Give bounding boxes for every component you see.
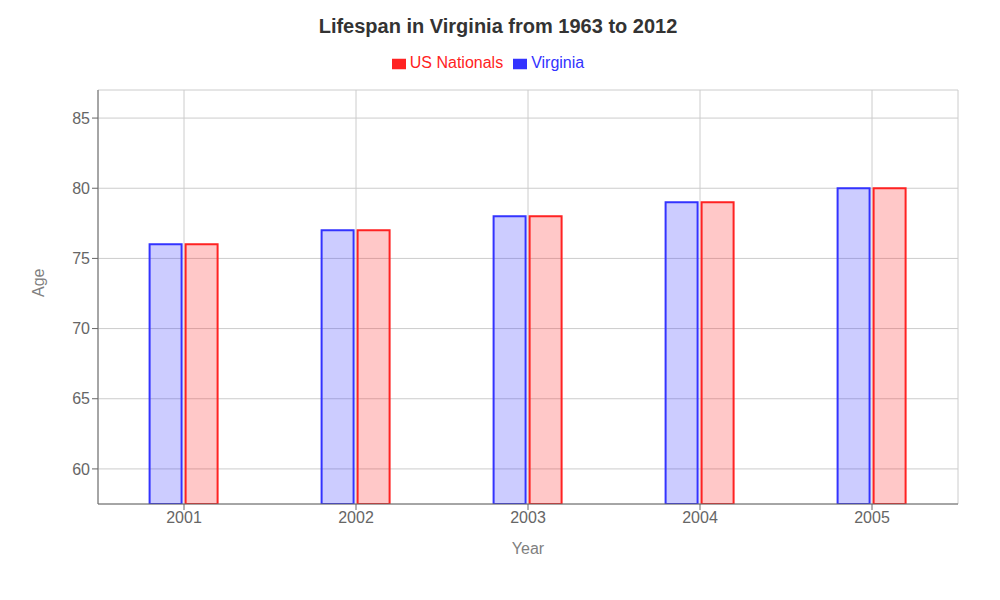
- svg-text:2004: 2004: [682, 509, 718, 526]
- svg-text:2003: 2003: [510, 509, 546, 526]
- svg-text:2002: 2002: [338, 509, 374, 526]
- svg-text:Year: Year: [512, 540, 545, 557]
- svg-text:2005: 2005: [854, 509, 890, 526]
- svg-text:Age: Age: [30, 268, 47, 297]
- svg-text:65: 65: [72, 390, 90, 407]
- html-text:Virginia: Virginia: [531, 54, 585, 71]
- svg-text:60: 60: [72, 461, 90, 478]
- svg-text:75: 75: [72, 250, 90, 267]
- html-text:Lifespan in Virginia from 1963: Lifespan in Virginia from 1963 to 2012: [318, 15, 678, 37]
- svg-text:70: 70: [72, 320, 90, 337]
- svg-text:80: 80: [72, 180, 90, 197]
- svg-text:2001: 2001: [166, 509, 202, 526]
- html-text:US Nationals: US Nationals: [409, 54, 504, 71]
- svg-text:85: 85: [72, 110, 90, 127]
